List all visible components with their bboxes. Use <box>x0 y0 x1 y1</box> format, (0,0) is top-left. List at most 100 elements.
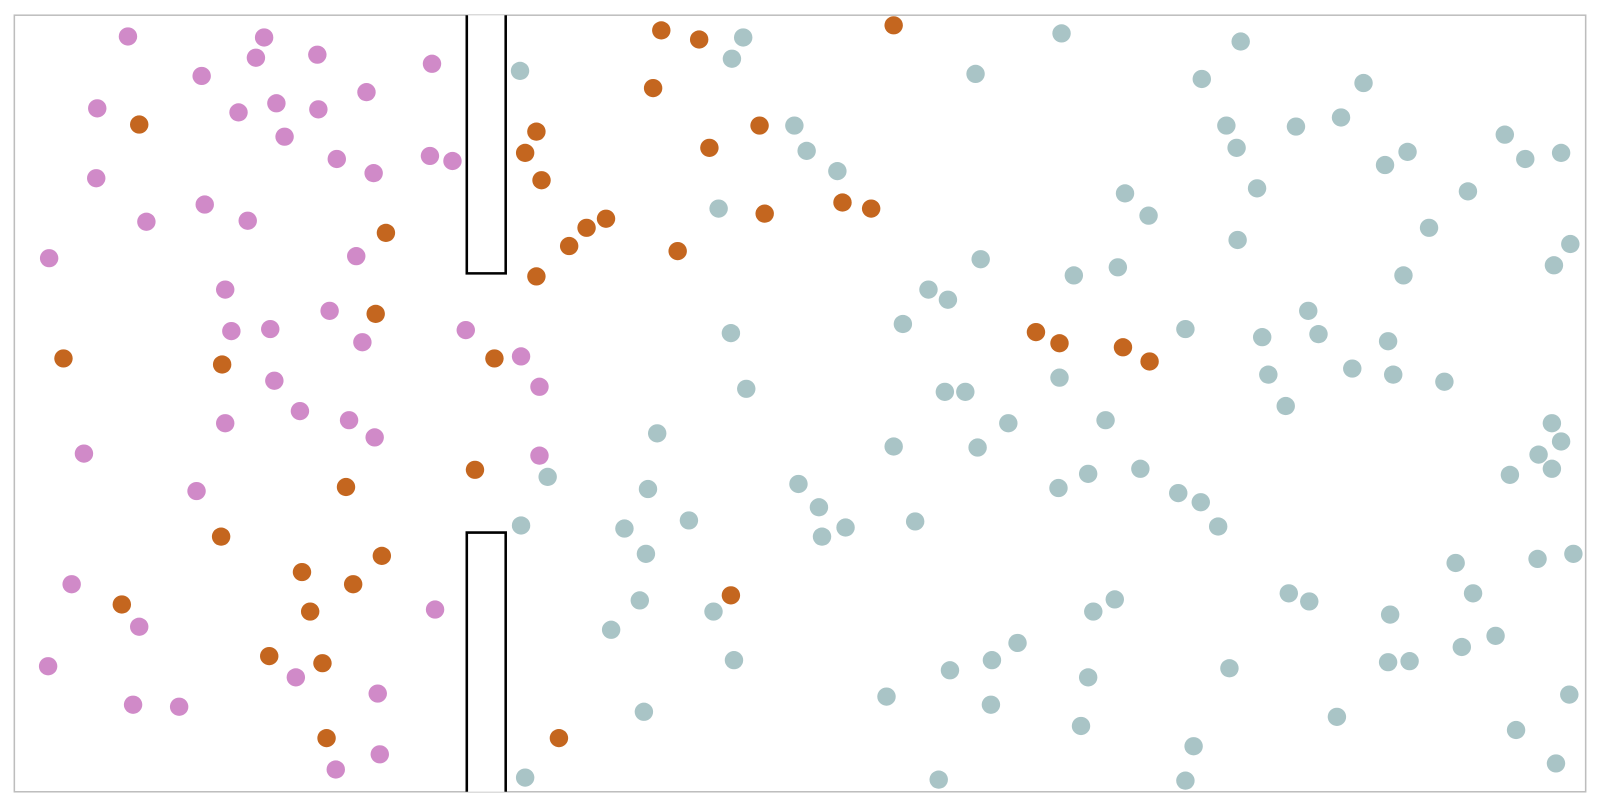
particle-orange <box>532 171 551 190</box>
particle-pink <box>215 414 235 433</box>
particle-gray <box>1529 445 1548 464</box>
particle-pink <box>137 212 156 231</box>
particle-gray <box>940 661 960 680</box>
particle-gray <box>1208 517 1228 536</box>
particle-pink <box>130 617 149 636</box>
particle-orange <box>211 527 231 546</box>
particle-gray <box>1259 365 1278 384</box>
particle-gray <box>836 518 855 537</box>
particle-pink <box>229 103 248 122</box>
particle-pink <box>169 697 189 716</box>
particle-pink <box>353 333 372 352</box>
particle-gray <box>1435 372 1454 391</box>
particle-gray <box>1400 652 1419 671</box>
particle-pink <box>123 695 143 714</box>
particle-pink <box>364 164 383 183</box>
particle-orange <box>1113 338 1133 357</box>
particle-orange <box>721 586 741 605</box>
particle-gray <box>510 61 530 80</box>
particle-pink <box>265 371 284 390</box>
particle-gray <box>1309 325 1328 344</box>
particle-orange <box>755 204 774 223</box>
particle-orange <box>366 304 385 323</box>
particle-gray <box>935 382 955 401</box>
particle-pink <box>261 319 280 339</box>
particle-pink <box>309 100 328 119</box>
particle-gray <box>1078 668 1098 687</box>
particle-pink <box>87 169 106 188</box>
particle-pink <box>290 401 310 421</box>
particle-gray <box>981 695 1001 714</box>
particle-pink <box>88 99 107 118</box>
particle-pink <box>530 377 549 396</box>
particle-orange <box>485 349 504 368</box>
particle-gray <box>538 467 557 486</box>
particle-gray <box>1252 328 1272 347</box>
particle-orange <box>292 562 312 582</box>
particle-gray <box>797 141 816 160</box>
particle-gray <box>1327 707 1347 726</box>
particle-pink <box>456 320 475 340</box>
particle-orange <box>596 209 616 228</box>
particle-gray <box>724 651 744 670</box>
particle-orange <box>515 143 535 162</box>
particle-gray <box>709 199 728 218</box>
particle-gray <box>1227 138 1246 157</box>
particle-orange <box>577 218 596 237</box>
particle-orange <box>884 16 903 35</box>
particle-pink <box>62 575 81 594</box>
particle-gray <box>966 64 985 84</box>
particle-gray <box>905 512 925 531</box>
particle-orange <box>1140 352 1159 371</box>
particle-orange <box>130 115 149 134</box>
particle-gray <box>1105 590 1124 609</box>
particle-gray <box>919 280 938 299</box>
particle-gray <box>1084 602 1103 621</box>
particle-gray <box>1495 125 1515 144</box>
particle-gray <box>1544 256 1564 275</box>
particle-gray <box>1331 108 1351 127</box>
particle-pink <box>192 66 211 86</box>
particle-gray <box>1108 258 1128 277</box>
particle-gray <box>1220 659 1239 678</box>
particle-orange <box>549 729 569 748</box>
particle-orange <box>313 654 332 673</box>
particle-orange <box>668 241 687 261</box>
particle-gray <box>968 438 987 457</box>
particle-gray <box>1394 266 1413 285</box>
particle-gray <box>884 437 903 456</box>
particle-pink <box>286 668 306 687</box>
particle-pink <box>246 48 266 67</box>
particle-pink <box>370 745 389 764</box>
particle-gray <box>1217 116 1236 135</box>
particle-gray <box>1049 478 1068 498</box>
particle-pink <box>187 481 206 501</box>
particle-orange <box>652 21 671 40</box>
particle-gray <box>1561 234 1580 254</box>
particle-pink <box>308 45 327 64</box>
particle-gray <box>638 479 658 499</box>
particle-pink <box>511 347 531 366</box>
particle-gray <box>733 28 753 47</box>
particle-gray <box>630 591 650 610</box>
particle-orange <box>372 546 392 565</box>
particle-gray <box>1247 179 1267 198</box>
particle-gray <box>1458 182 1478 201</box>
particle-pink <box>365 428 384 447</box>
particle-gray <box>1506 720 1526 740</box>
particle-gray <box>893 314 913 334</box>
particle-gray <box>636 544 656 563</box>
particle-gray <box>1375 155 1395 175</box>
particle-orange <box>1026 322 1046 342</box>
particle-gray <box>1486 626 1505 645</box>
particle-orange <box>643 78 663 98</box>
particle-pink <box>368 684 387 703</box>
particle-gray <box>1516 149 1535 169</box>
particle-pink <box>195 195 214 214</box>
particle-gray <box>1176 319 1195 339</box>
particle-gray <box>1176 771 1195 790</box>
particle-orange <box>212 355 232 374</box>
particle-gray <box>511 516 531 535</box>
